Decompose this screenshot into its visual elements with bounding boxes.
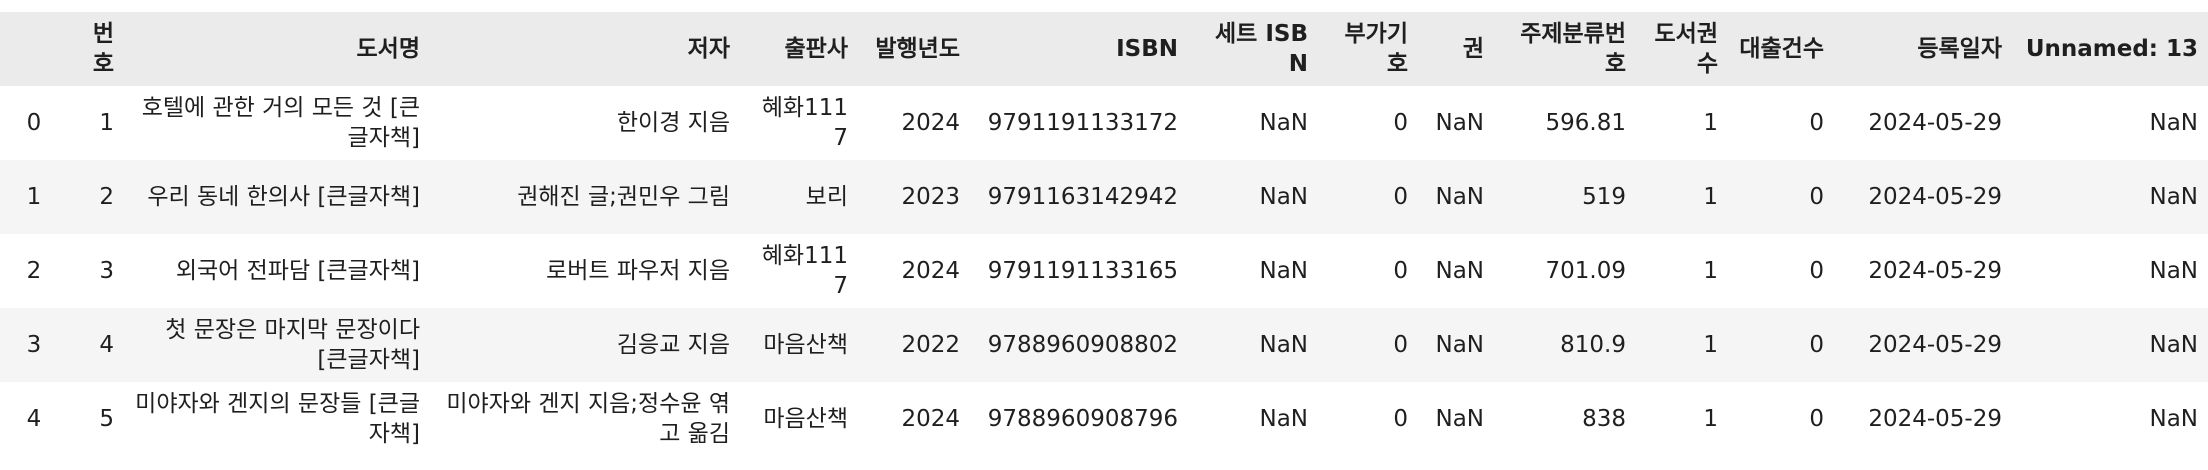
unnamed-13-cell: NaN — [2012, 234, 2208, 308]
unnamed-13-cell: NaN — [2012, 86, 2208, 160]
subject-code-cell: 519 — [1494, 160, 1636, 234]
title-cell: 우리 동네 한의사 [큰글자책] — [124, 160, 430, 234]
column-header-publisher: 출판사 — [740, 12, 858, 86]
additional-code-cell: 0 — [1318, 382, 1418, 456]
year-cell: 2022 — [858, 308, 970, 382]
header-row: 번호 도서명 저자 출판사 발행년도 ISBN 세트 ISBN 부가기호 권 주… — [0, 12, 2208, 86]
set-isbn-cell: NaN — [1188, 382, 1318, 456]
table-row: 4 5 미야자와 겐지의 문장들 [큰글자책] 미야자와 겐지 지음;정수윤 엮고 옮… — [0, 382, 2208, 456]
number-cell: 2 — [68, 160, 124, 234]
loan-count-cell: 0 — [1728, 160, 1834, 234]
column-header-title: 도서명 — [124, 12, 430, 86]
loan-count-cell: 0 — [1728, 234, 1834, 308]
table-row: 2 3 외국어 전파담 [큰글자책] 로버트 파우저 지음 혜화1117 2024 9791… — [0, 234, 2208, 308]
set-isbn-cell: NaN — [1188, 160, 1318, 234]
column-header-author: 저자 — [430, 12, 740, 86]
set-isbn-cell: NaN — [1188, 308, 1318, 382]
book-count-cell: 1 — [1636, 382, 1728, 456]
unnamed-13-cell: NaN — [2012, 382, 2208, 456]
additional-code-cell: 0 — [1318, 86, 1418, 160]
book-count-cell: 1 — [1636, 308, 1728, 382]
table-row: 1 2 우리 동네 한의사 [큰글자책] 권해진 글;권민우 그림 보리 2023 9791… — [0, 160, 2208, 234]
unnamed-13-cell: NaN — [2012, 308, 2208, 382]
isbn-cell: 9791163142942 — [970, 160, 1188, 234]
number-cell: 1 — [68, 86, 124, 160]
table-row: 0 1 호텔에 관한 거의 모든 것 [큰글자책] 한이경 지음 혜화1117 2024 9… — [0, 86, 2208, 160]
row-index-cell: 4 — [0, 382, 68, 456]
additional-code-cell: 0 — [1318, 308, 1418, 382]
additional-code-cell: 0 — [1318, 234, 1418, 308]
row-index-cell: 0 — [0, 86, 68, 160]
registration-date-cell: 2024-05-29 — [1834, 308, 2012, 382]
loan-count-cell: 0 — [1728, 86, 1834, 160]
title-cell: 미야자와 겐지의 문장들 [큰글자책] — [124, 382, 430, 456]
isbn-cell: 9788960908802 — [970, 308, 1188, 382]
subject-code-cell: 596.81 — [1494, 86, 1636, 160]
year-cell: 2023 — [858, 160, 970, 234]
registration-date-cell: 2024-05-29 — [1834, 86, 2012, 160]
title-cell: 첫 문장은 마지막 문장이다 [큰글자책] — [124, 308, 430, 382]
row-index-cell: 2 — [0, 234, 68, 308]
publisher-cell: 혜화1117 — [740, 86, 858, 160]
year-cell: 2024 — [858, 86, 970, 160]
subject-code-cell: 810.9 — [1494, 308, 1636, 382]
row-index-cell: 3 — [0, 308, 68, 382]
registration-date-cell: 2024-05-29 — [1834, 382, 2012, 456]
loan-count-cell: 0 — [1728, 308, 1834, 382]
row-index-cell: 1 — [0, 160, 68, 234]
column-header-subject-code: 주제분류번호 — [1494, 12, 1636, 86]
title-cell: 호텔에 관한 거의 모든 것 [큰글자책] — [124, 86, 430, 160]
set-isbn-cell: NaN — [1188, 234, 1318, 308]
author-cell: 로버트 파우저 지음 — [430, 234, 740, 308]
isbn-cell: 9791191133172 — [970, 86, 1188, 160]
volume-cell: NaN — [1418, 160, 1494, 234]
dataframe-container: 번호 도서명 저자 출판사 발행년도 ISBN 세트 ISBN 부가기호 권 주… — [0, 12, 2208, 456]
publisher-cell: 마음산책 — [740, 382, 858, 456]
unnamed-13-cell: NaN — [2012, 160, 2208, 234]
number-cell: 5 — [68, 382, 124, 456]
registration-date-cell: 2024-05-29 — [1834, 234, 2012, 308]
volume-cell: NaN — [1418, 382, 1494, 456]
volume-cell: NaN — [1418, 86, 1494, 160]
column-header-loan-count: 대출건수 — [1728, 12, 1834, 86]
registration-date-cell: 2024-05-29 — [1834, 160, 2012, 234]
author-cell: 미야자와 겐지 지음;정수윤 엮고 옮김 — [430, 382, 740, 456]
index-header — [0, 12, 68, 86]
column-header-year: 발행년도 — [858, 12, 970, 86]
volume-cell: NaN — [1418, 234, 1494, 308]
dataframe-table: 번호 도서명 저자 출판사 발행년도 ISBN 세트 ISBN 부가기호 권 주… — [0, 12, 2208, 456]
author-cell: 김응교 지음 — [430, 308, 740, 382]
publisher-cell: 마음산책 — [740, 308, 858, 382]
publisher-cell: 보리 — [740, 160, 858, 234]
subject-code-cell: 838 — [1494, 382, 1636, 456]
column-header-isbn: ISBN — [970, 12, 1188, 86]
column-header-book-count: 도서권수 — [1636, 12, 1728, 86]
year-cell: 2024 — [858, 382, 970, 456]
year-cell: 2024 — [858, 234, 970, 308]
author-cell: 권해진 글;권민우 그림 — [430, 160, 740, 234]
set-isbn-cell: NaN — [1188, 86, 1318, 160]
additional-code-cell: 0 — [1318, 160, 1418, 234]
column-header-number: 번호 — [68, 12, 124, 86]
column-header-set-isbn: 세트 ISBN — [1188, 12, 1318, 86]
book-count-cell: 1 — [1636, 160, 1728, 234]
column-header-registration-date: 등록일자 — [1834, 12, 2012, 86]
book-count-cell: 1 — [1636, 86, 1728, 160]
loan-count-cell: 0 — [1728, 382, 1834, 456]
column-header-volume: 권 — [1418, 12, 1494, 86]
title-cell: 외국어 전파담 [큰글자책] — [124, 234, 430, 308]
subject-code-cell: 701.09 — [1494, 234, 1636, 308]
table-body: 0 1 호텔에 관한 거의 모든 것 [큰글자책] 한이경 지음 혜화1117 2024 9… — [0, 86, 2208, 456]
column-header-additional-code: 부가기호 — [1318, 12, 1418, 86]
author-cell: 한이경 지음 — [430, 86, 740, 160]
number-cell: 3 — [68, 234, 124, 308]
column-header-unnamed-13: Unnamed: 13 — [2012, 12, 2208, 86]
publisher-cell: 혜화1117 — [740, 234, 858, 308]
number-cell: 4 — [68, 308, 124, 382]
book-count-cell: 1 — [1636, 234, 1728, 308]
volume-cell: NaN — [1418, 308, 1494, 382]
isbn-cell: 9791191133165 — [970, 234, 1188, 308]
isbn-cell: 9788960908796 — [970, 382, 1188, 456]
